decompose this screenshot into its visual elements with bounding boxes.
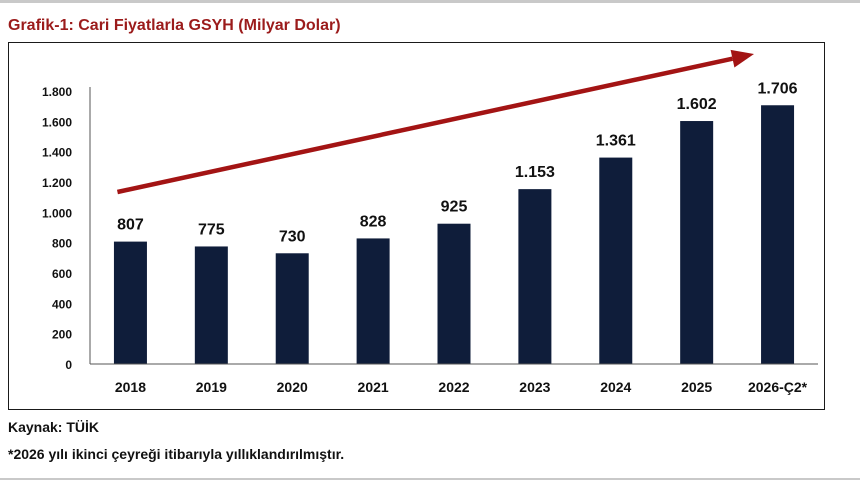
- x-tick-label: 2023: [519, 379, 550, 395]
- x-tick-label: 2019: [196, 379, 227, 395]
- y-tick-label: 1.400: [42, 146, 72, 160]
- y-tick-label: 1.600: [42, 115, 72, 129]
- bar-value-label: 828: [360, 213, 387, 230]
- y-tick-label: 1.200: [42, 176, 72, 190]
- chart-frame: [8, 42, 825, 410]
- trend-arrow-shaft: [116, 56, 733, 195]
- bar-2022: [437, 223, 471, 364]
- chart-title: Grafik-1: Cari Fiyatlarla GSYH (Milyar D…: [8, 17, 341, 34]
- x-tick-label: 2025: [681, 379, 712, 395]
- bar-value-label: 1.706: [758, 80, 798, 97]
- bar-2018: [113, 241, 147, 364]
- bottom-rule: [0, 478, 860, 480]
- x-tick-label: 2026-Ç2*: [748, 379, 808, 395]
- bar-2024: [599, 157, 633, 364]
- bar-2026-Ç2*: [761, 105, 795, 365]
- y-tick-label: 1.000: [42, 206, 72, 220]
- y-tick-label: 0: [65, 358, 72, 372]
- footnote: *2026 yılı ikinci çeyreği itibarıyla yıl…: [8, 446, 345, 462]
- top-rule: [0, 0, 860, 3]
- bar-2019: [194, 246, 228, 364]
- y-tick-label: 800: [52, 237, 72, 251]
- y-axis: 0 200 400 600 800 1.000 1.200 1.400 1.600 1.800: [42, 85, 91, 372]
- bar-2020: [275, 253, 309, 364]
- y-tick-label: 400: [52, 297, 72, 311]
- bar-2021: [356, 238, 390, 364]
- bar-value-label: 1.153: [515, 164, 555, 181]
- bar-value-label: 775: [198, 221, 225, 238]
- x-tick-label: 2020: [277, 379, 308, 395]
- y-tick-label: 600: [52, 267, 72, 281]
- bar-value-label: 1.602: [677, 96, 717, 113]
- x-tick-label: 2018: [115, 379, 146, 395]
- y-tick-label: 200: [52, 328, 72, 342]
- trend-arrow-head: [730, 49, 754, 68]
- bars: [113, 105, 795, 365]
- trend-arrow: [116, 49, 754, 195]
- bar-value-label: 1.361: [596, 133, 636, 150]
- bar-value-label: 730: [279, 228, 306, 245]
- x-axis: 2018 2019 2020 2021 2022 2023 2024 2025 2026-Ç2*: [90, 363, 818, 395]
- y-tick-label: 1.800: [42, 85, 72, 99]
- bar-value-label: 807: [117, 217, 144, 234]
- bar-2023: [518, 189, 552, 364]
- bar-chart: 0 200 400 600 800 1.000 1.200 1.400 1.600 1.800 8…: [42, 49, 818, 395]
- source-note: Kaynak: TÜİK: [8, 419, 100, 435]
- value-labels: 807 775 730 828 925 1.153 1.361 1.602 1.706: [117, 80, 798, 245]
- bar-value-label: 925: [441, 199, 468, 216]
- x-tick-label: 2024: [600, 379, 631, 395]
- x-tick-label: 2021: [358, 379, 389, 395]
- bar-2025: [680, 121, 714, 364]
- x-tick-label: 2022: [438, 379, 469, 395]
